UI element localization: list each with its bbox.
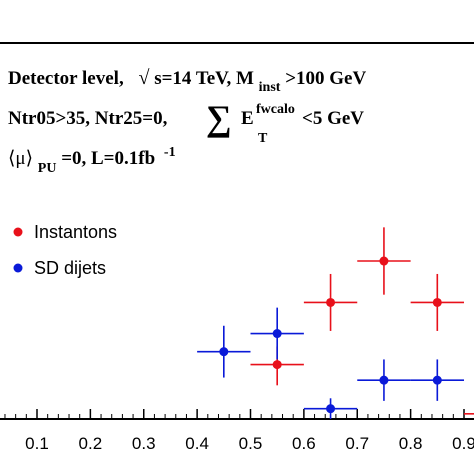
legend: Instantons SD dijets <box>13 222 117 278</box>
legend-marker-instantons <box>13 227 23 237</box>
sd-dijets-point <box>379 375 389 385</box>
data-marks <box>197 227 474 419</box>
sd-dijets-point <box>219 347 229 357</box>
energy-cut: <5 GeV <box>302 108 364 129</box>
annotation-line-2: Ntr05>35, Ntr25=0, <box>8 108 168 129</box>
instantons-point <box>272 360 282 370</box>
annotation-line-1: Detector level, √ s=14 TeV, M inst >100 … <box>8 67 366 96</box>
legend-label-instantons: Instantons <box>34 222 117 242</box>
sd-dijets-point <box>272 329 282 339</box>
x-tick-label: 0.7 <box>345 434 369 453</box>
energy-subscript: T <box>258 131 268 146</box>
instantons-point <box>432 297 442 307</box>
x-tick-label: 0.5 <box>239 434 263 453</box>
x-tick-label: 0.9 <box>452 434 474 453</box>
sd-dijets-point <box>432 375 442 385</box>
instantons-point <box>379 256 389 266</box>
x-tick-label: 0.1 <box>25 434 49 453</box>
x-tick-label: 0.6 <box>292 434 316 453</box>
sd-dijets-point <box>326 404 336 414</box>
sum-symbol: ∑ <box>206 98 232 138</box>
x-ticks: 0.1 0.2 0.3 0.4 0.5 0.6 0.7 0.8 0.9 <box>4 409 474 453</box>
instantons-point <box>326 297 336 307</box>
energy-superscript: fwcalo <box>256 102 295 117</box>
annotation-line-3: ⟨μ⟩ PU =0, L=0.1fb -1 <box>8 145 176 177</box>
legend-marker-sd-dijets <box>13 263 23 273</box>
energy-symbol: E <box>241 108 254 129</box>
legend-label-sd-dijets: SD dijets <box>34 258 106 278</box>
x-tick-label: 0.8 <box>399 434 423 453</box>
x-tick-label: 0.2 <box>79 434 103 453</box>
x-tick-label: 0.4 <box>185 434 209 453</box>
x-tick-label: 0.3 <box>132 434 156 453</box>
